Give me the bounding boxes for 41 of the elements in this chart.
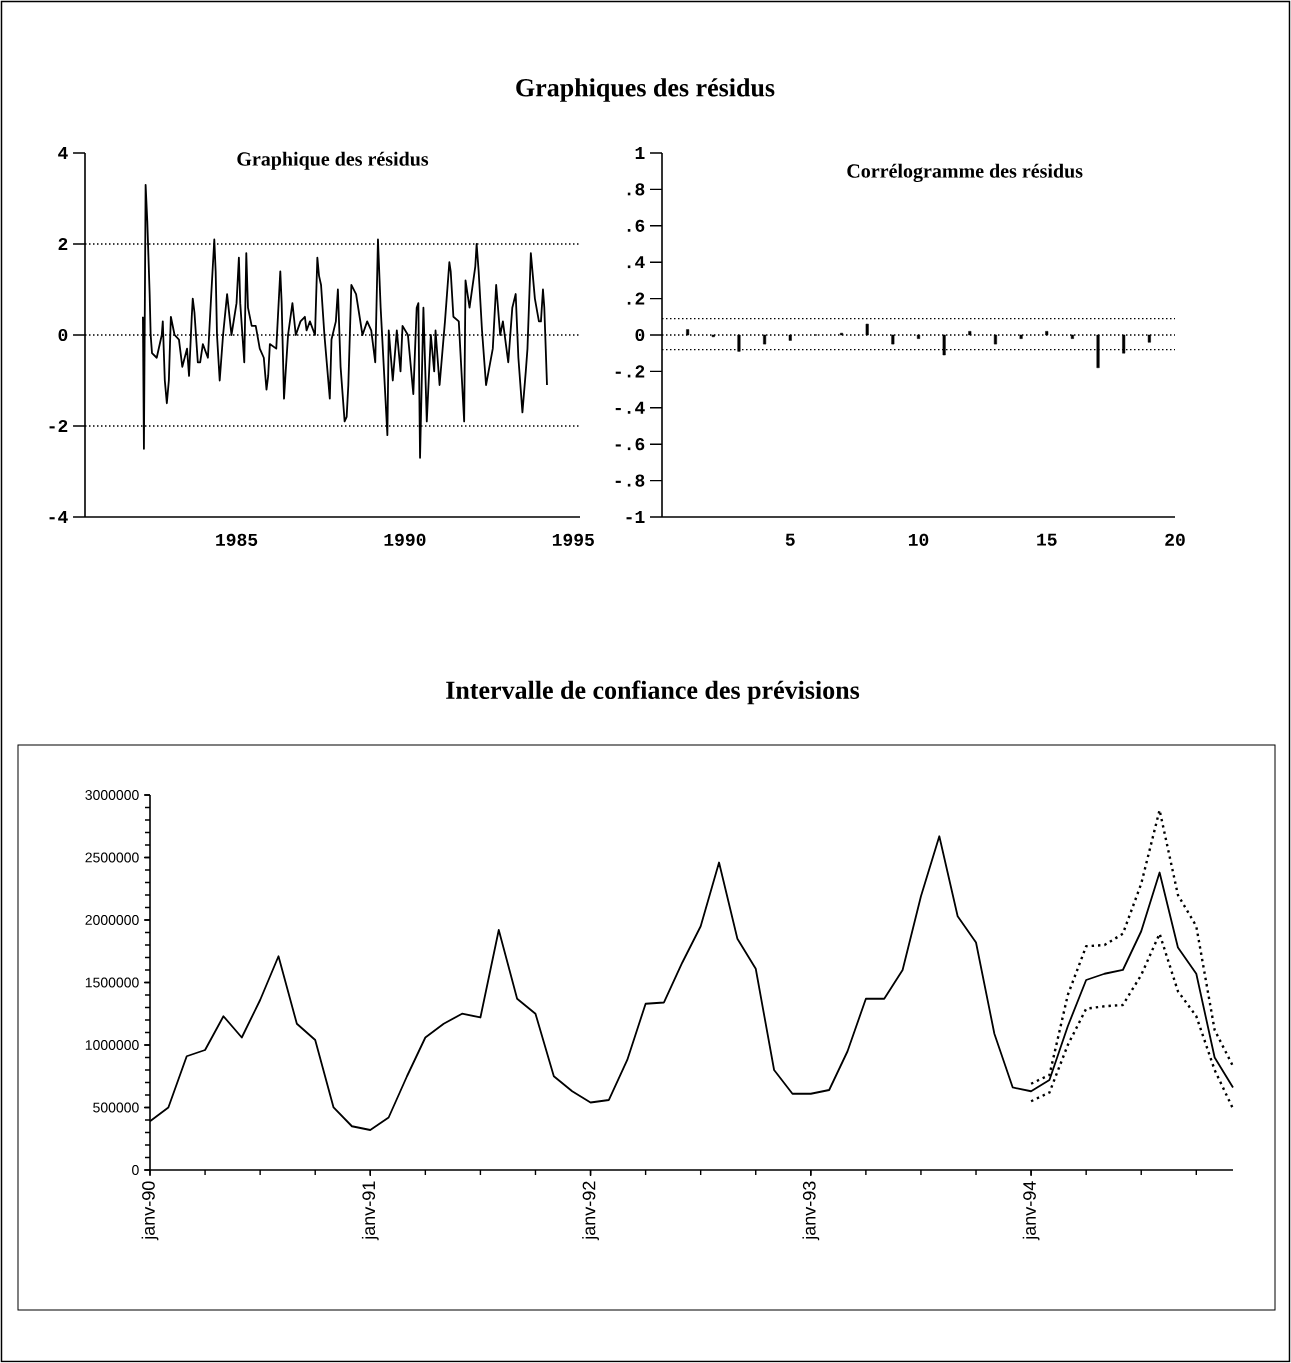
y-tick-label: 0: [635, 328, 645, 342]
x-tick-label: janv-93: [802, 1181, 820, 1241]
bar: [916, 334, 921, 339]
y-tick-label: 2500000: [85, 852, 139, 863]
text: Graphiques des résidus: [516, 78, 775, 102]
line-series: [1029, 932, 1235, 1110]
y-tick-label: 3000000: [85, 790, 139, 800]
y-tick-label: 0: [132, 1165, 139, 1175]
y-tick-label: 4: [58, 147, 68, 159]
x-tick-label: 1985: [216, 533, 258, 546]
y-tick-label: .2: [627, 292, 645, 305]
x-tick-label: 1995: [552, 533, 594, 546]
y-tick-label: 1: [635, 147, 645, 159]
x-tick-label: 5: [785, 533, 795, 546]
x-tick-label: 20: [1165, 533, 1185, 546]
x-tick-label: janv-91: [361, 1181, 379, 1241]
x-tick-label: janv-94: [1022, 1181, 1040, 1241]
y-tick-label: -.8: [615, 474, 645, 487]
y-tick-label: 1500000: [85, 977, 139, 988]
y-tick-label: -1: [626, 511, 645, 523]
chart-title: Intervalle de confiance des prévisions: [446, 680, 860, 705]
y-tick-label: -.2: [615, 365, 645, 378]
y-tick-label: .8: [627, 183, 645, 196]
y-tick-label: -4: [49, 511, 68, 523]
y-tick-label: 1000000: [85, 1040, 139, 1050]
y-tick-label: -2: [49, 419, 68, 433]
x-tick-label: janv-92: [582, 1181, 599, 1241]
y-tick-label: 500000: [93, 1102, 139, 1113]
x-tick-label: janv-90: [141, 1181, 159, 1241]
y-tick-label: -.4: [615, 401, 645, 414]
y-tick-label: .4: [627, 256, 645, 269]
x-tick-label: 15: [1037, 533, 1057, 546]
y-tick-label: 2: [58, 237, 68, 251]
x-tick-label: 10: [908, 533, 929, 546]
x-tick-label: 1990: [384, 533, 426, 546]
y-tick-label: 2000000: [85, 915, 139, 925]
chart-title: Graphique des résidus: [237, 151, 429, 170]
y-tick-label: -.6: [615, 438, 645, 451]
y-tick-label: 0: [58, 328, 68, 342]
chart-title: Corrélogramme des résidus: [847, 163, 1083, 183]
y-tick-label: .6: [627, 219, 645, 232]
